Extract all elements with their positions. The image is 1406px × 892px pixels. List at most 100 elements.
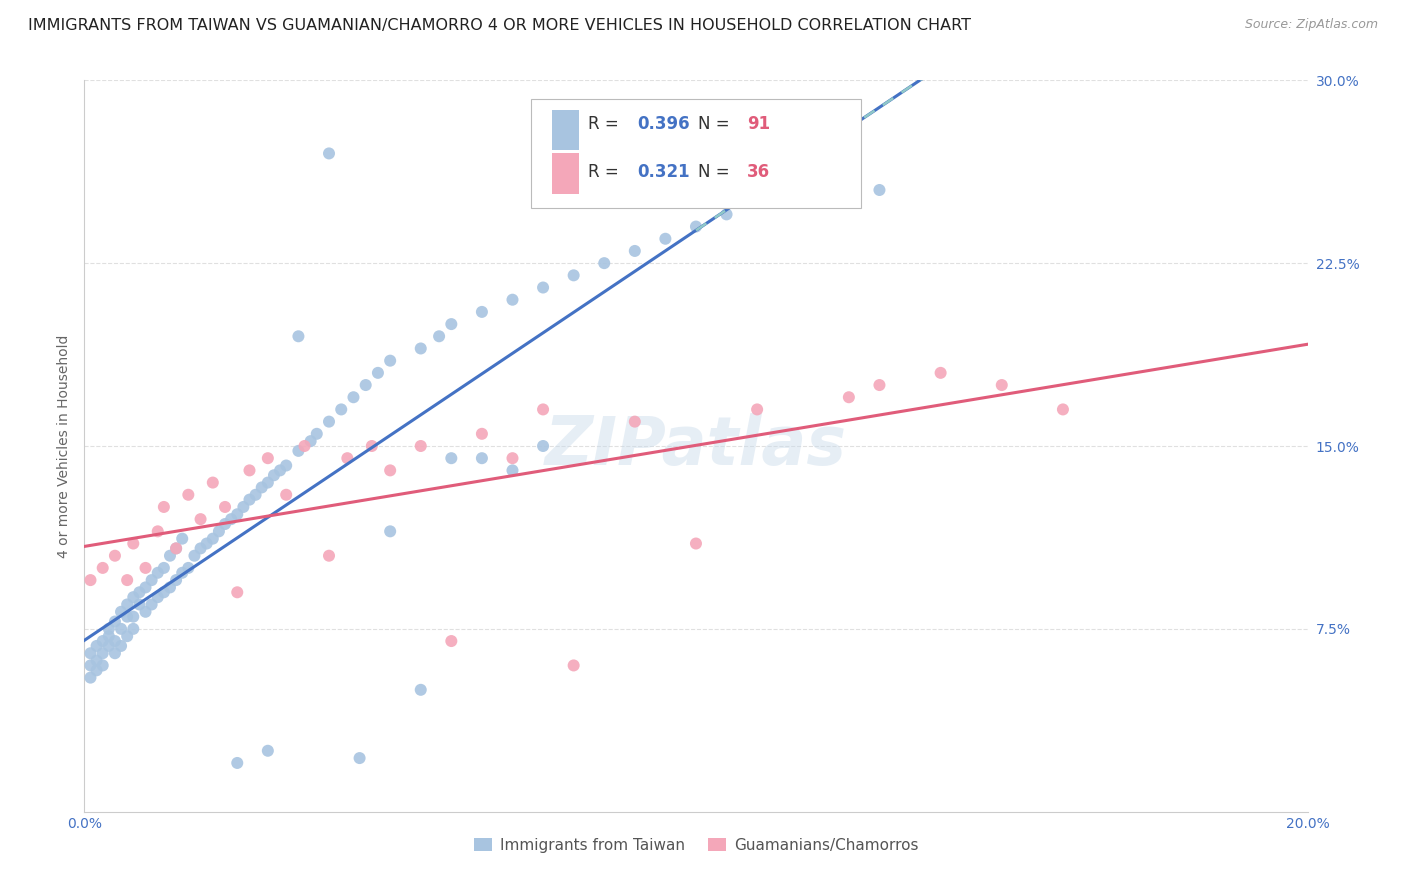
Point bbox=[165, 573, 187, 587]
Point bbox=[104, 549, 127, 563]
Point bbox=[654, 232, 676, 246]
Point bbox=[110, 622, 132, 636]
Point bbox=[190, 541, 212, 556]
Point bbox=[115, 598, 138, 612]
Point bbox=[122, 609, 145, 624]
Point bbox=[276, 458, 298, 473]
Point bbox=[685, 219, 707, 234]
Point bbox=[409, 342, 432, 356]
Point bbox=[79, 658, 101, 673]
Point bbox=[409, 682, 432, 697]
Point bbox=[440, 317, 463, 331]
Text: 91: 91 bbox=[748, 115, 770, 133]
Point bbox=[172, 532, 194, 546]
Point bbox=[141, 573, 163, 587]
Point bbox=[104, 634, 127, 648]
Point bbox=[91, 658, 114, 673]
Point bbox=[929, 366, 952, 380]
Point bbox=[122, 590, 145, 604]
Point bbox=[838, 390, 860, 404]
Point bbox=[991, 378, 1014, 392]
Text: R =: R = bbox=[588, 162, 624, 181]
Point bbox=[135, 581, 157, 595]
Point bbox=[91, 561, 114, 575]
Point bbox=[685, 536, 707, 550]
Point bbox=[79, 573, 101, 587]
Point bbox=[201, 475, 224, 490]
Point bbox=[367, 366, 389, 380]
Point bbox=[122, 622, 145, 636]
Text: IMMIGRANTS FROM TAIWAN VS GUAMANIAN/CHAMORRO 4 OR MORE VEHICLES IN HOUSEHOLD COR: IMMIGRANTS FROM TAIWAN VS GUAMANIAN/CHAM… bbox=[28, 18, 972, 33]
Point bbox=[122, 536, 145, 550]
Y-axis label: 4 or more Vehicles in Household: 4 or more Vehicles in Household bbox=[58, 334, 72, 558]
Point bbox=[146, 524, 169, 539]
Point bbox=[624, 244, 647, 258]
Point bbox=[97, 622, 120, 636]
Point bbox=[257, 744, 280, 758]
Point bbox=[86, 639, 108, 653]
Point bbox=[276, 488, 298, 502]
Text: 0.321: 0.321 bbox=[637, 162, 690, 181]
Point bbox=[146, 590, 169, 604]
Point bbox=[502, 451, 524, 466]
Point bbox=[214, 516, 236, 531]
Text: Source: ZipAtlas.com: Source: ZipAtlas.com bbox=[1244, 18, 1378, 31]
Point bbox=[531, 439, 554, 453]
FancyBboxPatch shape bbox=[531, 99, 860, 209]
Point bbox=[869, 378, 891, 392]
Point bbox=[177, 488, 200, 502]
Point bbox=[1052, 402, 1074, 417]
Point bbox=[86, 663, 108, 677]
Point bbox=[97, 639, 120, 653]
Point bbox=[471, 426, 494, 441]
Point bbox=[380, 463, 402, 477]
Point bbox=[219, 512, 242, 526]
Point bbox=[562, 268, 585, 283]
Point bbox=[115, 609, 138, 624]
Point bbox=[502, 293, 524, 307]
Point bbox=[360, 439, 382, 453]
Point bbox=[305, 426, 328, 441]
Point bbox=[226, 756, 249, 770]
Text: R =: R = bbox=[588, 115, 624, 133]
Point bbox=[269, 463, 291, 477]
Point bbox=[79, 671, 101, 685]
Point bbox=[354, 378, 377, 392]
Point bbox=[153, 500, 176, 514]
Point bbox=[79, 646, 101, 660]
Point bbox=[245, 488, 267, 502]
Point bbox=[593, 256, 616, 270]
Point bbox=[471, 451, 494, 466]
Point bbox=[299, 434, 322, 449]
Point bbox=[165, 541, 187, 556]
Point bbox=[318, 549, 340, 563]
Point bbox=[128, 585, 150, 599]
Point bbox=[380, 524, 402, 539]
Point bbox=[471, 305, 494, 319]
Point bbox=[624, 415, 647, 429]
Point bbox=[153, 585, 176, 599]
Point bbox=[91, 634, 114, 648]
Point bbox=[135, 605, 157, 619]
Point bbox=[135, 561, 157, 575]
Point bbox=[214, 500, 236, 514]
Point bbox=[287, 329, 309, 343]
Point bbox=[440, 634, 463, 648]
Point bbox=[440, 451, 463, 466]
Point bbox=[294, 439, 316, 453]
Point bbox=[531, 280, 554, 294]
Point bbox=[208, 524, 231, 539]
Point bbox=[238, 463, 260, 477]
Point bbox=[86, 654, 108, 668]
Point bbox=[238, 492, 260, 507]
Point bbox=[190, 512, 212, 526]
Bar bbox=[551, 153, 578, 194]
Point bbox=[318, 146, 340, 161]
Point bbox=[91, 646, 114, 660]
Point bbox=[115, 573, 138, 587]
Text: N =: N = bbox=[699, 115, 735, 133]
Point bbox=[747, 195, 769, 210]
Point bbox=[128, 598, 150, 612]
Point bbox=[226, 508, 249, 522]
Point bbox=[110, 639, 132, 653]
